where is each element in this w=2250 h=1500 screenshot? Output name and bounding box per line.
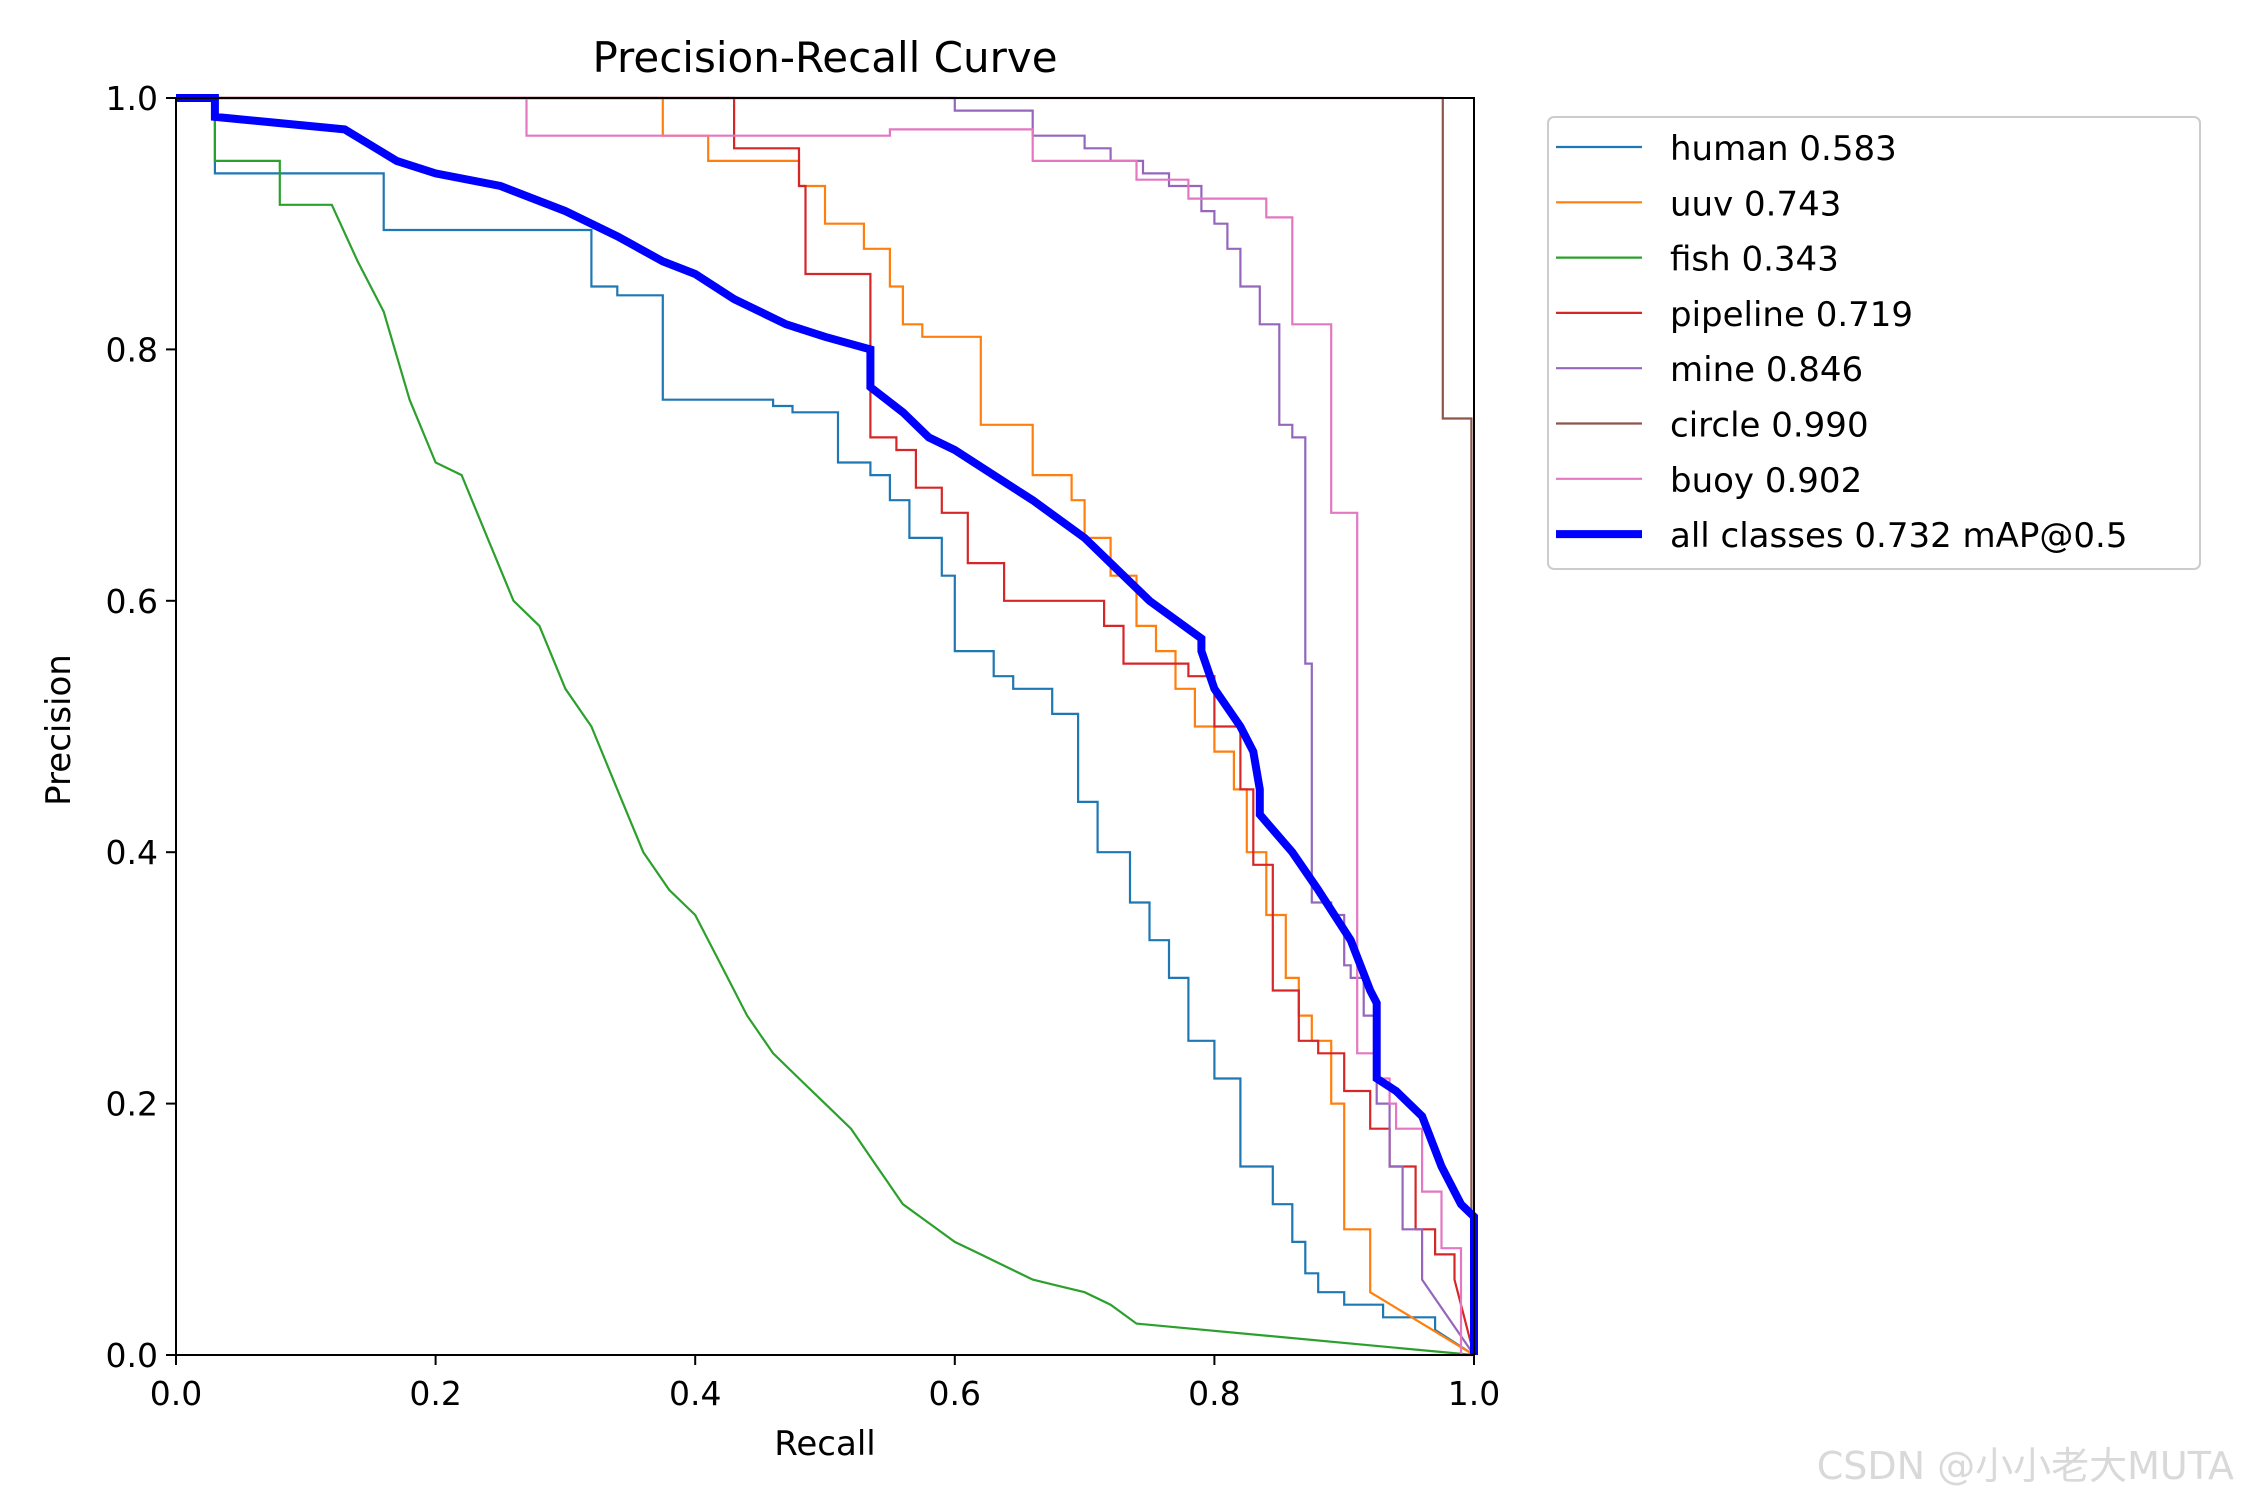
legend-label-all-classes: all classes 0.732 mAP@0.5 — [1670, 516, 2127, 556]
legend-box — [1547, 116, 2201, 570]
x-tick-label: 1.0 — [1448, 1374, 1500, 1413]
x-tick-label: 0.6 — [929, 1374, 981, 1413]
series-line-fish — [176, 96, 1475, 1357]
legend-label-pipeline: pipeline 0.719 — [1670, 295, 1913, 335]
legend-label-mine: mine 0.846 — [1670, 350, 1863, 390]
series-line-pipeline — [176, 96, 1476, 1356]
x-axis-ticks: 0.0 0.2 0.4 0.6 0.8 1.0 — [150, 1355, 1500, 1413]
legend-label-human: human 0.583 — [1670, 129, 1897, 169]
series-line-human — [176, 96, 1475, 1356]
x-tick-label: 0.0 — [150, 1374, 202, 1413]
x-tick-label: 0.8 — [1188, 1374, 1240, 1413]
y-axis-label: Precision — [39, 654, 79, 806]
watermark: CSDN @小小老大MUTA — [1816, 1444, 2234, 1488]
legend: human 0.583 uuv 0.743 fish 0.343 pipeline 0… — [1547, 116, 2201, 570]
x-tick-label: 0.4 — [669, 1374, 721, 1413]
y-tick-label: 0.2 — [106, 1085, 158, 1124]
series-line-all-classes — [176, 94, 1478, 1355]
y-tick-label: 0.0 — [106, 1336, 158, 1375]
x-tick-label: 0.2 — [409, 1374, 461, 1413]
x-axis-label: Recall — [774, 1424, 875, 1464]
y-axis-ticks: 0.0 0.2 0.4 0.6 0.8 1.0 — [106, 79, 176, 1375]
legend-label-fish: fish 0.343 — [1670, 240, 1839, 280]
series-line-buoy — [176, 96, 1474, 1357]
y-tick-label: 0.4 — [106, 833, 158, 872]
plot-frame — [175, 97, 1475, 1356]
y-tick-label: 1.0 — [106, 79, 158, 118]
y-tick-label: 0.6 — [106, 582, 158, 621]
y-tick-label: 0.8 — [106, 330, 158, 369]
chart-title: Precision-Recall Curve — [592, 33, 1057, 82]
legend-label-uuv: uuv 0.743 — [1670, 184, 1841, 224]
legend-label-circle: circle 0.990 — [1670, 406, 1869, 446]
legend-label-buoy: buoy 0.902 — [1670, 461, 1862, 501]
